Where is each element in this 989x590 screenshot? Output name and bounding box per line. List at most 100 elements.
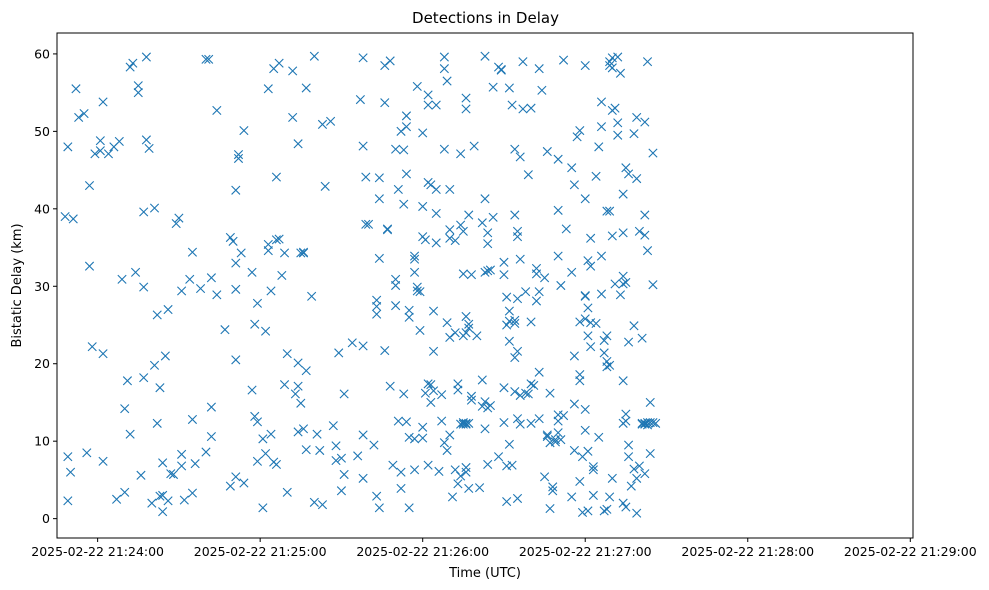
data-point bbox=[504, 83, 514, 93]
data-point bbox=[588, 462, 598, 472]
data-point bbox=[293, 139, 303, 149]
data-point bbox=[258, 434, 268, 444]
data-point bbox=[412, 81, 422, 92]
data-point bbox=[483, 239, 493, 249]
data-point bbox=[437, 416, 447, 426]
data-point bbox=[225, 481, 235, 491]
data-point bbox=[461, 104, 471, 114]
data-point bbox=[580, 404, 590, 415]
data-point bbox=[263, 246, 273, 256]
data-point bbox=[548, 486, 558, 496]
data-point bbox=[477, 375, 487, 385]
data-point bbox=[588, 465, 598, 475]
data-point bbox=[347, 338, 357, 348]
data-point bbox=[515, 254, 525, 264]
data-point bbox=[550, 437, 561, 447]
data-point bbox=[632, 473, 642, 483]
data-point bbox=[388, 460, 398, 470]
data-point bbox=[271, 235, 282, 245]
data-point bbox=[499, 418, 509, 428]
data-point bbox=[583, 506, 593, 516]
data-point bbox=[380, 345, 390, 356]
y-tick-label: 40 bbox=[34, 201, 50, 216]
data-point bbox=[474, 483, 485, 493]
data-point bbox=[461, 311, 471, 322]
data-point bbox=[545, 388, 555, 398]
data-point bbox=[353, 451, 363, 461]
data-point bbox=[561, 224, 571, 234]
data-point bbox=[621, 502, 631, 512]
data-point bbox=[152, 418, 162, 428]
data-point bbox=[279, 248, 290, 258]
data-point bbox=[158, 458, 168, 468]
data-point bbox=[185, 274, 195, 284]
y-tick-label: 20 bbox=[34, 356, 50, 371]
data-point bbox=[409, 267, 420, 277]
data-point bbox=[391, 144, 401, 154]
data-point bbox=[512, 226, 523, 236]
data-point bbox=[605, 206, 615, 216]
data-point bbox=[206, 402, 216, 412]
data-point bbox=[117, 274, 127, 284]
data-point bbox=[621, 277, 631, 287]
data-point bbox=[233, 150, 244, 160]
data-point bbox=[63, 452, 73, 462]
data-point bbox=[133, 81, 143, 91]
data-point bbox=[187, 488, 198, 498]
data-point bbox=[569, 180, 579, 190]
data-point bbox=[247, 385, 257, 395]
data-point bbox=[515, 390, 525, 401]
data-point bbox=[605, 57, 615, 67]
data-point bbox=[632, 112, 642, 123]
y-tick-label: 30 bbox=[34, 279, 50, 294]
data-point bbox=[288, 112, 298, 123]
data-point bbox=[607, 63, 617, 73]
data-point bbox=[363, 219, 374, 229]
data-point bbox=[320, 181, 330, 191]
data-point bbox=[225, 232, 235, 243]
data-point bbox=[315, 445, 325, 456]
data-point bbox=[469, 141, 479, 151]
data-point bbox=[534, 367, 544, 377]
data-point bbox=[586, 233, 596, 243]
data-point bbox=[71, 84, 81, 94]
data-point bbox=[553, 205, 563, 215]
data-point bbox=[404, 503, 414, 513]
data-point bbox=[569, 399, 579, 409]
data-point bbox=[418, 433, 428, 443]
data-point bbox=[583, 331, 593, 341]
data-point bbox=[445, 233, 455, 243]
data-point bbox=[420, 235, 430, 245]
data-point bbox=[613, 52, 623, 62]
data-point bbox=[374, 253, 384, 263]
data-point bbox=[95, 136, 105, 146]
data-point bbox=[431, 238, 441, 248]
data-point bbox=[515, 152, 525, 162]
data-point bbox=[271, 459, 282, 470]
data-point bbox=[618, 498, 628, 508]
data-point bbox=[618, 271, 628, 281]
data-point bbox=[171, 218, 181, 229]
data-point bbox=[260, 448, 271, 459]
data-point bbox=[298, 247, 309, 257]
data-point bbox=[526, 317, 536, 327]
data-point bbox=[596, 122, 607, 132]
data-point bbox=[418, 201, 428, 212]
data-point bbox=[580, 290, 590, 301]
data-point bbox=[553, 154, 563, 164]
data-point bbox=[412, 286, 422, 296]
data-point bbox=[401, 122, 412, 132]
data-point bbox=[610, 103, 620, 113]
data-point bbox=[293, 358, 303, 368]
x-tick-label: 2025-02-22 21:28:00 bbox=[681, 544, 814, 559]
data-point bbox=[602, 331, 612, 341]
data-point bbox=[412, 282, 422, 292]
data-point bbox=[648, 148, 658, 158]
data-point bbox=[648, 280, 658, 290]
data-point bbox=[502, 497, 512, 507]
data-point bbox=[393, 416, 403, 426]
data-point bbox=[521, 287, 531, 297]
data-point bbox=[567, 492, 577, 502]
x-axis-label: Time (UTC) bbox=[448, 566, 521, 581]
